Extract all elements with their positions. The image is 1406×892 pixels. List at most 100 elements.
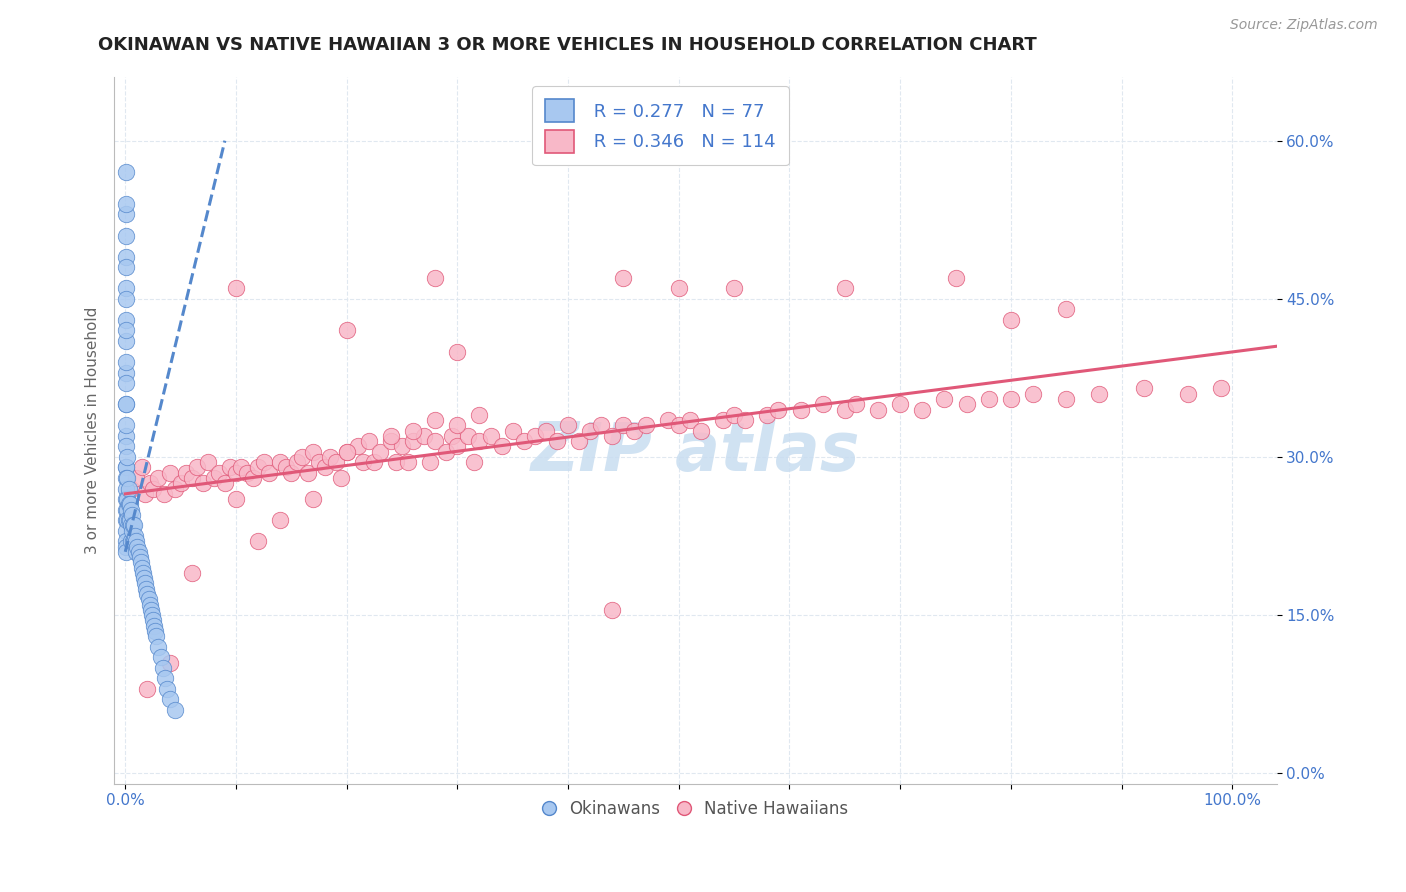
Point [579,424,602,438]
Point [129,555,152,569]
Point [139,603,162,617]
Point [136,587,159,601]
Point [152,661,174,675]
Point [156,681,179,696]
Point [789,402,811,417]
Point [115,545,138,559]
Point [138,598,160,612]
Point [679,413,702,427]
Point [141,608,163,623]
Point [115,323,138,337]
Point [1000,313,1022,327]
Point [122,534,145,549]
Point [135,582,157,596]
Point [330,471,353,485]
Point [186,460,208,475]
Point [128,545,150,559]
Point [115,460,138,475]
Point [115,397,138,411]
Point [149,650,172,665]
Point [446,439,468,453]
Point [1000,392,1022,406]
Point [231,460,253,475]
Point [336,444,359,458]
Point [225,466,247,480]
Point [138,476,160,491]
Point [845,397,868,411]
Point [180,566,202,580]
Point [115,492,138,507]
Point [723,281,745,295]
Point [557,418,579,433]
Point [120,482,142,496]
Point [115,439,138,453]
Point [723,408,745,422]
Point [440,429,463,443]
Point [117,450,139,464]
Point [115,197,138,211]
Point [115,376,138,391]
Point [236,466,259,480]
Point [314,460,336,475]
Point [128,550,150,565]
Point [336,323,359,337]
Point [114,207,136,221]
Point [169,476,191,491]
Point [134,576,156,591]
Point [115,482,138,496]
Point [280,466,302,480]
Point [402,434,425,449]
Point [114,429,136,443]
Point [117,513,139,527]
Point [114,313,136,327]
Point [734,413,756,427]
Point [546,434,568,449]
Point [125,545,148,559]
Point [308,455,330,469]
Point [534,424,557,438]
Point [1054,302,1077,317]
Point [131,560,153,574]
Point [115,418,138,433]
Text: Source: ZipAtlas.com: Source: ZipAtlas.com [1230,18,1378,32]
Point [148,471,170,485]
Point [297,466,319,480]
Y-axis label: 3 or more Vehicles in Household: 3 or more Vehicles in Household [86,307,100,554]
Point [117,482,139,496]
Point [191,476,214,491]
Point [591,418,613,433]
Point [302,444,325,458]
Point [413,429,436,443]
Point [866,402,889,417]
Point [242,471,264,485]
Point [247,534,270,549]
Point [132,566,155,580]
Point [117,492,139,507]
Point [136,681,159,696]
Point [257,466,280,480]
Point [115,502,138,516]
Point [174,466,197,480]
Point [269,455,291,469]
Point [117,497,139,511]
Point [269,513,291,527]
Point [380,434,402,449]
Point [134,487,156,501]
Point [457,429,479,443]
Point [668,281,690,295]
Point [756,408,779,422]
Point [513,434,536,449]
Point [523,429,546,443]
Point [219,460,242,475]
Point [114,460,136,475]
Point [121,524,143,538]
Point [363,455,385,469]
Point [247,460,270,475]
Point [602,429,624,443]
Point [114,334,136,348]
Point [634,418,657,433]
Point [446,344,468,359]
Point [253,455,276,469]
Point [274,460,297,475]
Point [159,656,181,670]
